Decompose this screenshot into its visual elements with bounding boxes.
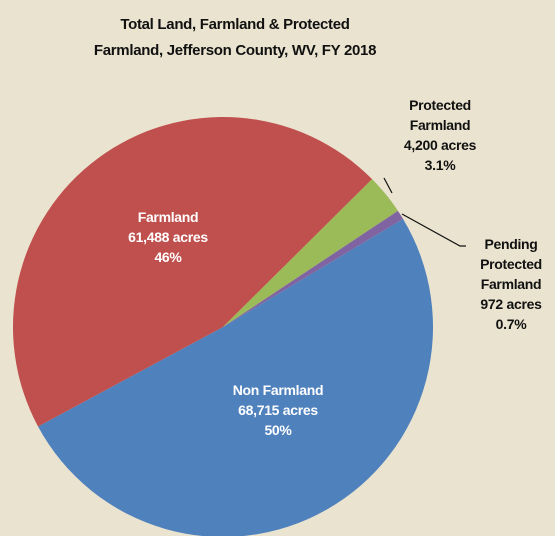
slice-value: 3.1% [424,157,456,173]
data-label: Pending Protected Farmland 972 acres 0.7% [468,234,554,334]
slice-value: 50% [264,422,292,438]
slice-value: 61,488 acres [128,229,208,245]
slice-name: Pending Protected Farmland [480,236,542,292]
data-label: Non Farmland 68,715 acres 50% [208,380,348,440]
slice-value: 46% [154,249,182,265]
leader-line [401,213,466,247]
data-label: Farmland 61,488 acres 46% [98,207,238,267]
pie-slice [223,210,404,327]
slice-value: 4,200 acres [403,137,477,153]
pie-slice [38,218,433,536]
slice-value: 0.7% [495,316,527,332]
slice-name: Non Farmland [232,382,324,398]
slice-value: 68,715 acres [238,402,318,418]
data-label: Protected Farmland 4,200 acres 3.1% [390,95,490,175]
pie-slice [12,116,373,427]
leader-line [383,177,393,194]
slice-value: 972 acres [480,296,542,312]
slice-name: Protected Farmland [409,97,471,133]
pie-slice [223,179,398,327]
chart-title: Total Land, Farmland & Protected Farmlan… [93,16,377,59]
slice-name: Farmland [137,209,199,225]
